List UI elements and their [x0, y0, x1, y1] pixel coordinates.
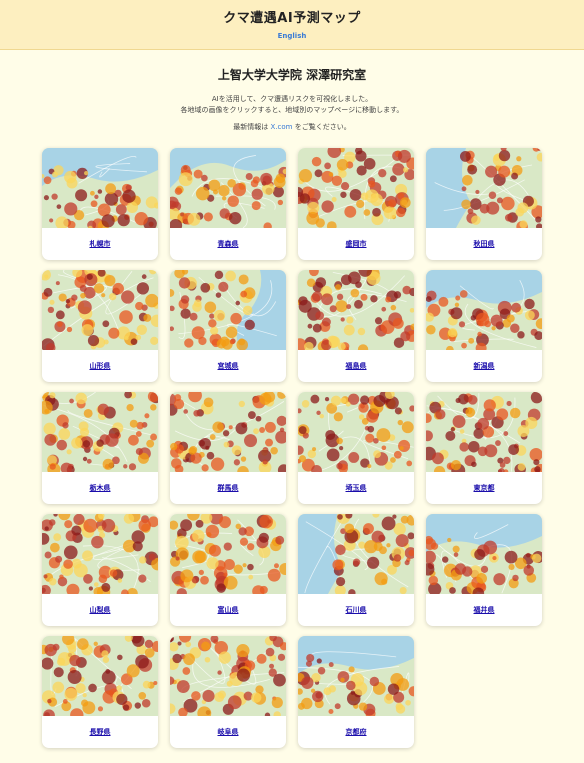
region-map-thumbnail[interactable] [170, 270, 286, 350]
region-card[interactable]: 長野県 [42, 636, 158, 748]
region-link[interactable]: 宮城県 [217, 362, 239, 370]
region-link[interactable]: 青森県 [217, 240, 239, 248]
latest-info-prefix: 最新情報は [233, 123, 271, 131]
region-map-thumbnail[interactable] [426, 148, 542, 228]
region-link[interactable]: 山梨県 [89, 606, 111, 614]
region-map-thumbnail[interactable] [298, 636, 414, 716]
region-card[interactable]: 青森県 [170, 148, 286, 260]
region-map-thumbnail[interactable] [170, 636, 286, 716]
region-map-thumbnail[interactable] [426, 514, 542, 594]
region-link[interactable]: 福島県 [345, 362, 367, 370]
region-card[interactable]: 福井県 [426, 514, 542, 626]
app-title: クマ遭遇AI予測マップ [223, 11, 361, 26]
region-card[interactable]: 札幌市 [42, 148, 158, 260]
region-link[interactable]: 東京都 [473, 484, 495, 492]
region-map-thumbnail[interactable] [170, 148, 286, 228]
region-link[interactable]: 札幌市 [89, 240, 111, 248]
description-line-1: AIを活用して、クマ遭遇リスクを可視化しました。 [211, 95, 373, 103]
region-card[interactable]: 京都府 [298, 636, 414, 748]
region-card[interactable]: 栃木県 [42, 392, 158, 504]
x-link[interactable]: X.com [270, 123, 293, 131]
latest-info-suffix: をご覧ください。 [292, 123, 351, 131]
region-link[interactable]: 盛岡市 [345, 240, 367, 248]
region-card[interactable]: 宮城県 [170, 270, 286, 382]
region-link[interactable]: 新潟県 [473, 362, 495, 370]
region-link[interactable]: 群馬県 [217, 484, 239, 492]
description: AIを活用して、クマ遭遇リスクを可視化しました。 各地域の画像をクリックすると、… [0, 94, 584, 133]
region-link[interactable]: 富山県 [217, 606, 239, 614]
region-map-thumbnail[interactable] [298, 514, 414, 594]
region-map-thumbnail[interactable] [298, 392, 414, 472]
latest-info: 最新情報は X.com をご覧ください。 [0, 122, 584, 133]
region-card[interactable]: 山形県 [42, 270, 158, 382]
region-link[interactable]: 秋田県 [473, 240, 495, 248]
region-link[interactable]: 石川県 [345, 606, 367, 614]
region-card[interactable]: 群馬県 [170, 392, 286, 504]
region-map-thumbnail[interactable] [42, 514, 158, 594]
region-map-thumbnail[interactable] [426, 270, 542, 350]
region-map-thumbnail[interactable] [42, 270, 158, 350]
region-link[interactable]: 埼玉県 [345, 484, 367, 492]
region-link[interactable]: 長野県 [89, 728, 111, 736]
region-link[interactable]: 山形県 [89, 362, 111, 370]
region-card[interactable]: 石川県 [298, 514, 414, 626]
region-card[interactable]: 秋田県 [426, 148, 542, 260]
region-card[interactable]: 富山県 [170, 514, 286, 626]
region-map-thumbnail[interactable] [170, 392, 286, 472]
region-card[interactable]: 岐阜県 [170, 636, 286, 748]
region-map-thumbnail[interactable] [298, 148, 414, 228]
region-card[interactable]: 東京都 [426, 392, 542, 504]
description-line-2: 各地域の画像をクリックすると、地域別のマップページに移動します。 [180, 106, 404, 114]
region-card[interactable]: 埼玉県 [298, 392, 414, 504]
region-card[interactable]: 福島県 [298, 270, 414, 382]
region-card[interactable]: 盛岡市 [298, 148, 414, 260]
region-link[interactable]: 栃木県 [89, 484, 111, 492]
region-map-thumbnail[interactable] [42, 392, 158, 472]
region-map-thumbnail[interactable] [298, 270, 414, 350]
region-map-thumbnail[interactable] [42, 636, 158, 716]
region-card[interactable]: 新潟県 [426, 270, 542, 382]
region-card[interactable]: 山梨県 [42, 514, 158, 626]
app-header: クマ遭遇AI予測マップ English [0, 0, 584, 50]
region-map-thumbnail[interactable] [42, 148, 158, 228]
region-grid: 札幌市 青森県 盛岡市 秋田県山形県 宮城県 福島県 新潟県栃木県 群馬県 埼玉県 東京都山梨県 富… [42, 148, 542, 748]
region-link[interactable]: 岐阜県 [217, 728, 239, 736]
region-map-thumbnail[interactable] [426, 392, 542, 472]
region-link[interactable]: 福井県 [473, 606, 495, 614]
english-link[interactable]: English [277, 32, 307, 40]
region-map-thumbnail[interactable] [170, 514, 286, 594]
lab-title: 上智大学大学院 深澤研究室 [217, 68, 367, 82]
region-link[interactable]: 京都府 [345, 728, 367, 736]
